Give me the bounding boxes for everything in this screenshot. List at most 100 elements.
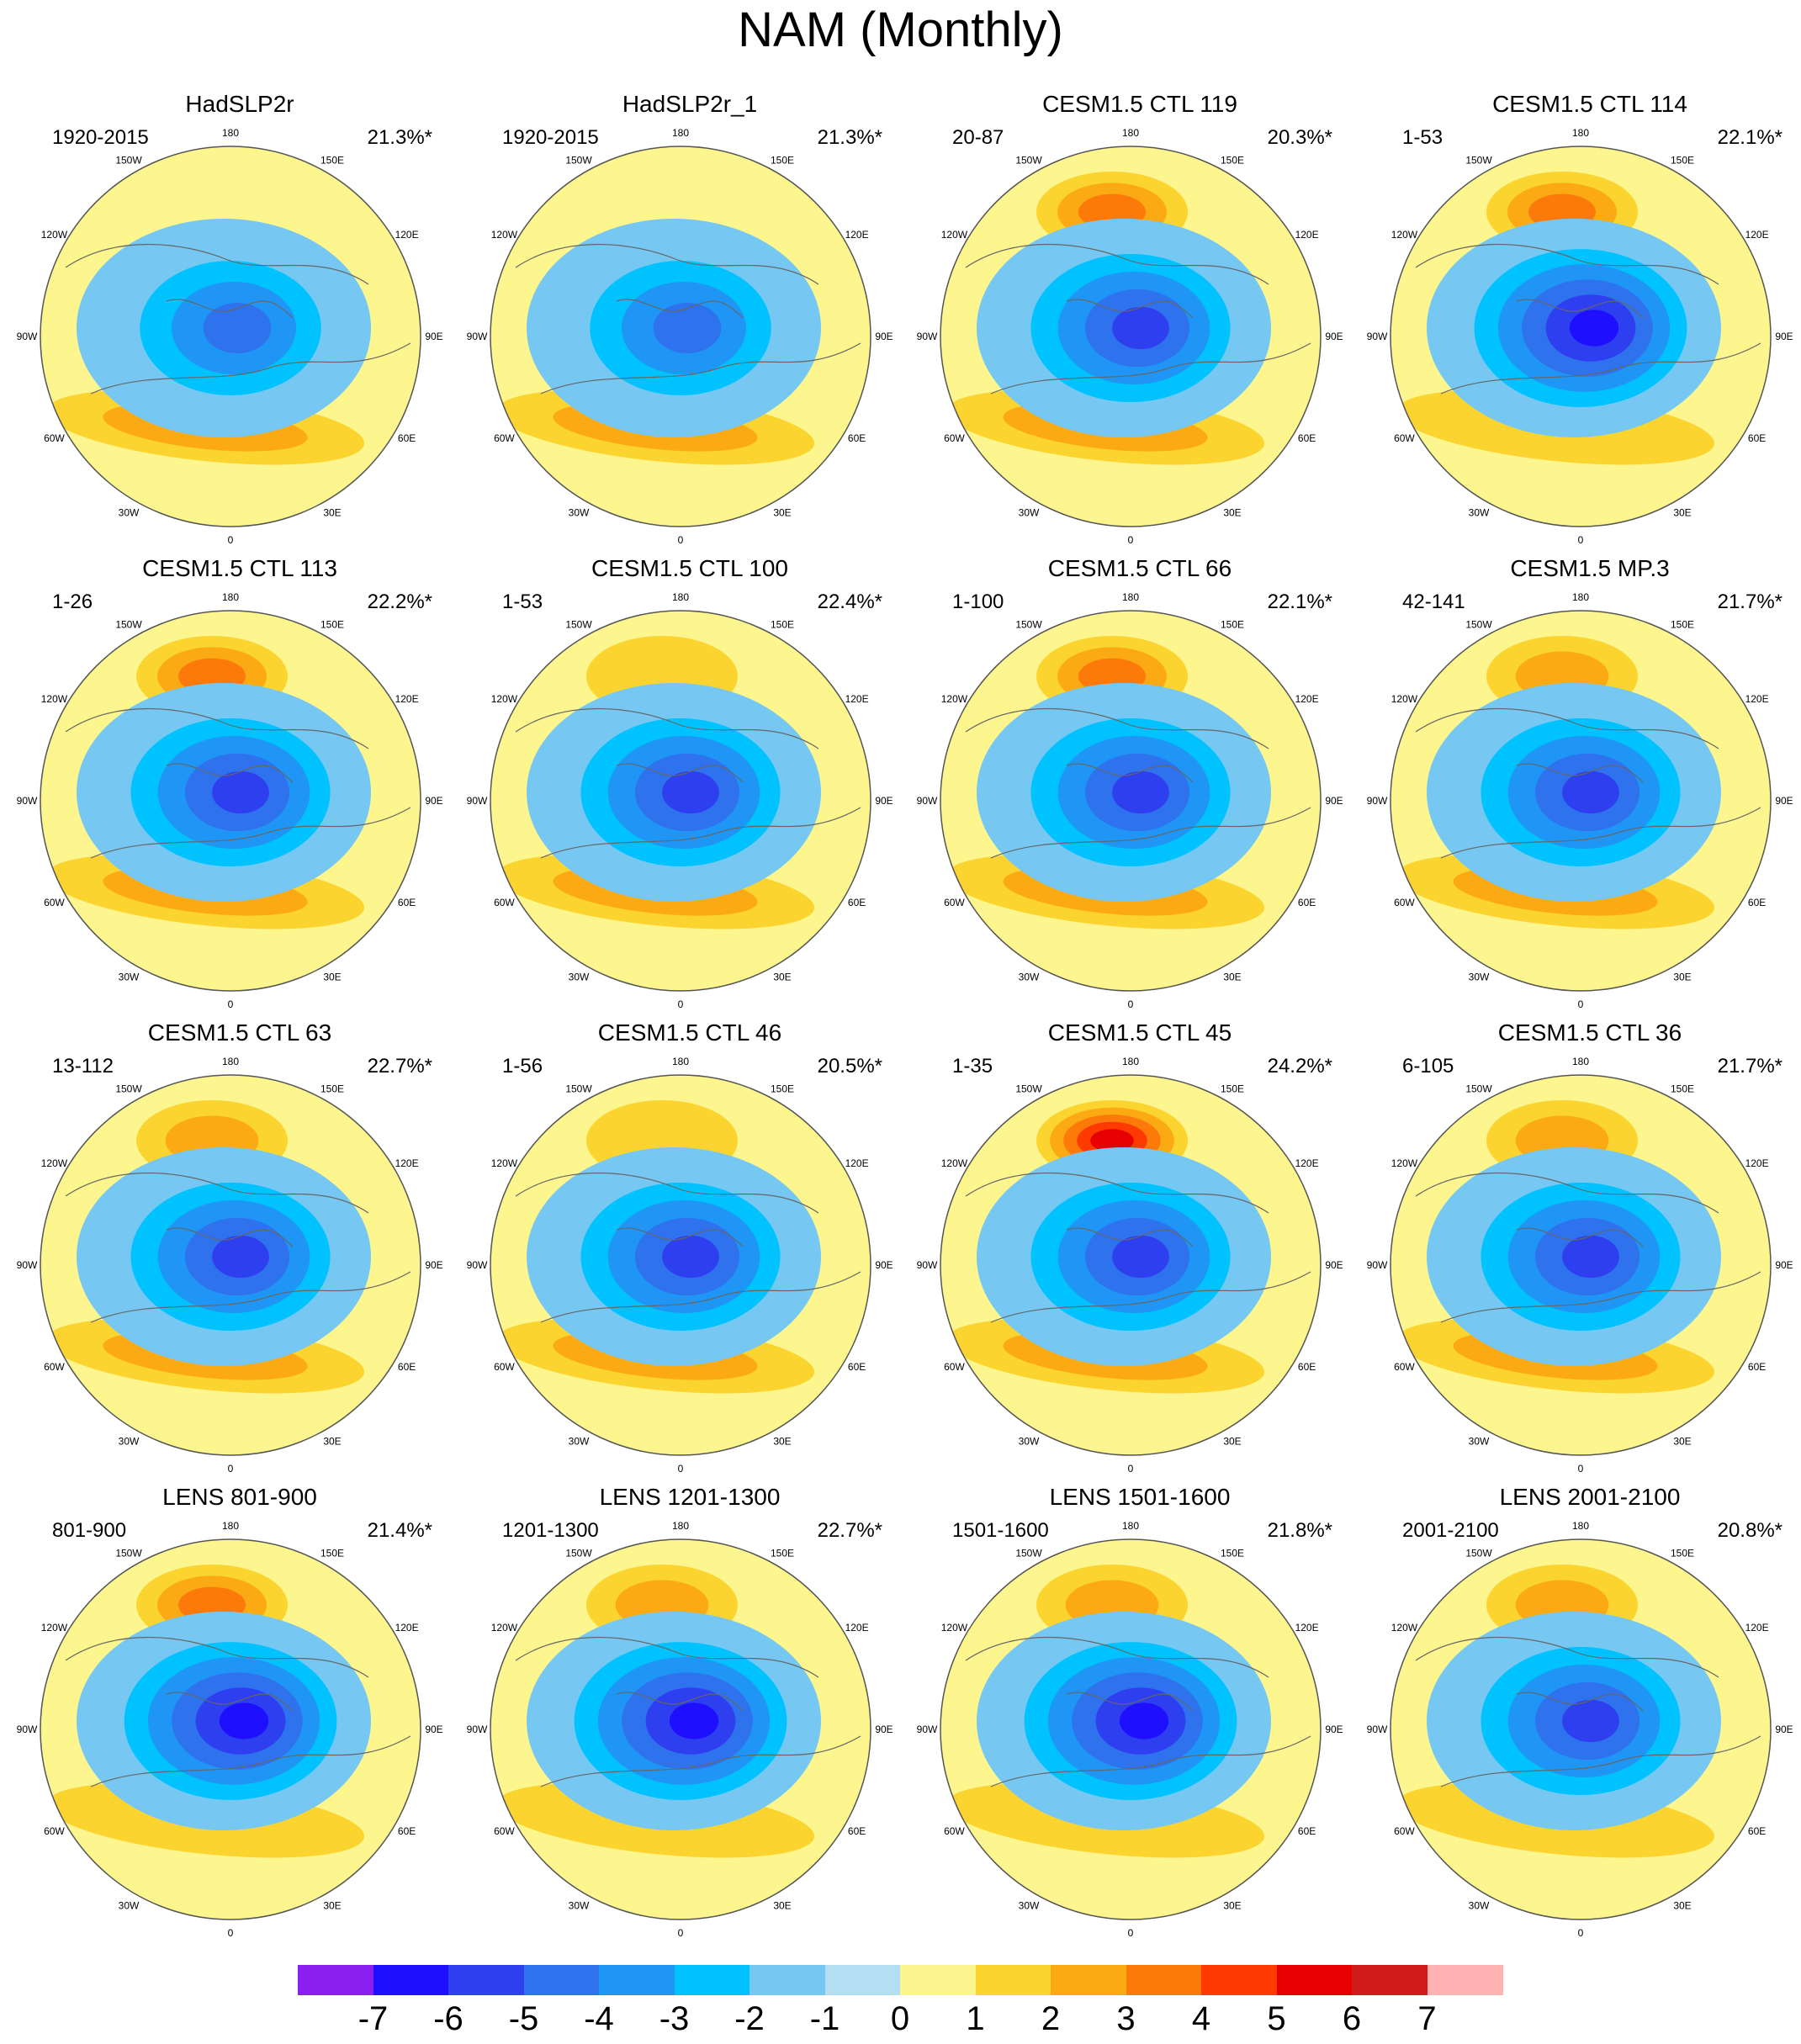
longitude-label: 60E	[848, 1361, 866, 1373]
longitude-label: 120W	[1391, 693, 1418, 705]
longitude-label: 60E	[398, 1825, 416, 1837]
longitude-label: 60W	[494, 1361, 515, 1373]
longitude-label: 30W	[119, 972, 140, 983]
longitude-label: 90W	[17, 795, 38, 807]
longitude-label: 30E	[773, 972, 791, 983]
longitude-label: 0	[678, 534, 684, 546]
colorbar-label: -1	[800, 2000, 850, 2038]
longitude-label: 60W	[1394, 1361, 1415, 1373]
longitude-label: 90W	[917, 795, 938, 807]
longitude-label: 60W	[944, 1361, 965, 1373]
longitude-label: 90E	[875, 795, 893, 807]
longitude-label: 0	[1578, 1927, 1584, 1939]
longitude-label: 60W	[944, 432, 965, 444]
longitude-label: 30E	[323, 507, 341, 519]
longitude-label: 60W	[494, 432, 515, 444]
longitude-label: 120W	[1391, 229, 1418, 241]
colorbar-label: 1	[951, 2000, 1001, 2038]
longitude-label: 180	[672, 127, 689, 139]
arctic-contour-5	[1112, 1236, 1169, 1278]
longitude-label: 150E	[1671, 154, 1694, 166]
colorbar-label: 4	[1176, 2000, 1226, 2038]
longitude-label: 90W	[917, 331, 938, 342]
longitude-label: 180	[672, 1520, 689, 1532]
longitude-label: 150E	[1671, 1547, 1694, 1559]
longitude-label: 60E	[398, 897, 416, 908]
longitude-label: 90E	[875, 331, 893, 342]
longitude-label: 180	[1572, 1056, 1589, 1067]
polar-map: 180 150E 120E 90E 60E 30E 0 30W 60W 90W 120W 150W	[1365, 555, 1801, 1019]
colorbar-label: 0	[875, 2000, 925, 2038]
colorbar-swatch	[825, 1965, 901, 1995]
longitude-label: 120E	[1745, 229, 1769, 241]
polar-map: 180 150E 120E 90E 60E 30E 0 30W 60W 90W 120W 150W	[915, 1019, 1364, 1484]
polar-map: 180 150E 120E 90E 60E 30E 0 30W 60W 90W 120W 150W	[15, 1019, 464, 1484]
colorbar-label: 7	[1402, 2000, 1453, 2038]
longitude-label: 60W	[944, 1825, 965, 1837]
longitude-label: 30W	[119, 1900, 140, 1912]
longitude-label: 0	[228, 1463, 234, 1475]
longitude-label: 90E	[1325, 331, 1343, 342]
longitude-label: 150E	[320, 1083, 344, 1094]
colorbar-label: 5	[1252, 2000, 1302, 2038]
polar-map: 180 150E 120E 90E 60E 30E 0 30W 60W 90W 120W 150W	[15, 555, 464, 1019]
map-panel: CESM1.5 CTL 46 1-56 20.5%* 180 150E 120E 90E 60…	[465, 1019, 914, 1484]
colorbar-label: 3	[1101, 2000, 1152, 2038]
longitude-label: 90W	[1367, 1259, 1388, 1271]
longitude-label: 30W	[1019, 972, 1040, 983]
longitude-label: 180	[1572, 1520, 1589, 1532]
longitude-label: 120E	[845, 1157, 869, 1169]
longitude-label: 120E	[1295, 1622, 1319, 1634]
longitude-label: 150E	[771, 154, 794, 166]
longitude-label: 90E	[1775, 1724, 1793, 1735]
longitude-label: 120E	[1745, 1622, 1769, 1634]
longitude-label: 150W	[1465, 154, 1492, 166]
longitude-label: 120W	[941, 229, 968, 241]
map-panel: LENS 1201-1300 1201-1300 22.7%* 180 150E 120E…	[465, 1484, 914, 1948]
longitude-label: 120W	[41, 1622, 68, 1634]
longitude-label: 60W	[1394, 897, 1415, 908]
longitude-label: 150W	[565, 618, 592, 630]
longitude-label: 90W	[467, 1724, 488, 1735]
longitude-label: 0	[1578, 998, 1584, 1010]
polar-map: 180 150E 120E 90E 60E 30E 0 30W 60W 90W 120W 150W	[465, 1484, 914, 1948]
longitude-label: 30E	[1673, 972, 1691, 983]
arctic-contour-5	[212, 771, 269, 813]
longitude-label: 90E	[1325, 795, 1343, 807]
map-panel: HadSLP2r 1920-2015 21.3%* 180 150E 120E 90E 60E…	[15, 91, 464, 555]
longitude-label: 120E	[395, 229, 419, 241]
arctic-contour-5	[1562, 771, 1619, 813]
longitude-label: 120E	[395, 1622, 419, 1634]
longitude-label: 30E	[323, 972, 341, 983]
longitude-label: 120E	[1745, 1157, 1769, 1169]
longitude-label: 60W	[44, 432, 65, 444]
map-panel: CESM1.5 CTL 36 6-105 21.7%* 180 150E 120E 90E 6…	[1365, 1019, 1801, 1484]
longitude-label: 150W	[565, 1083, 592, 1094]
colorbar-swatch	[448, 1965, 524, 1995]
longitude-label: 30W	[119, 507, 140, 519]
colorbar-label: -6	[423, 2000, 474, 2038]
longitude-label: 150W	[1015, 618, 1042, 630]
longitude-label: 150W	[1015, 1547, 1042, 1559]
longitude-label: 90W	[17, 1724, 38, 1735]
map-panel: LENS 2001-2100 2001-2100 20.8%* 180 150E 120E…	[1365, 1484, 1801, 1948]
longitude-label: 30E	[1673, 1900, 1691, 1912]
polar-map: 180 150E 120E 90E 60E 30E 0 30W 60W 90W 120W 150W	[465, 91, 914, 555]
longitude-label: 90W	[17, 331, 38, 342]
arctic-contour-6	[1570, 310, 1618, 346]
longitude-label: 180	[1122, 1056, 1139, 1067]
longitude-label: 30E	[323, 1436, 341, 1448]
longitude-label: 120W	[941, 693, 968, 705]
longitude-label: 30E	[1223, 1900, 1241, 1912]
colorbar-swatch	[599, 1965, 675, 1995]
polar-map: 180 150E 120E 90E 60E 30E 0 30W 60W 90W 120W 150W	[15, 91, 464, 555]
longitude-label: 60W	[1394, 432, 1415, 444]
colorbar-swatch	[373, 1965, 449, 1995]
longitude-label: 180	[222, 127, 239, 139]
longitude-label: 60W	[44, 897, 65, 908]
map-panel: LENS 801-900 801-900 21.4%* 180 150E 120E 90E 6…	[15, 1484, 464, 1948]
longitude-label: 90E	[425, 795, 442, 807]
longitude-label: 60E	[1298, 432, 1316, 444]
longitude-label: 90W	[1367, 331, 1388, 342]
longitude-label: 90W	[17, 1259, 38, 1271]
